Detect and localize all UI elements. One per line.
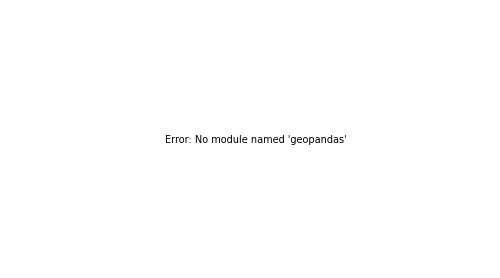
Text: Error: No module named 'geopandas': Error: No module named 'geopandas' <box>166 135 347 145</box>
